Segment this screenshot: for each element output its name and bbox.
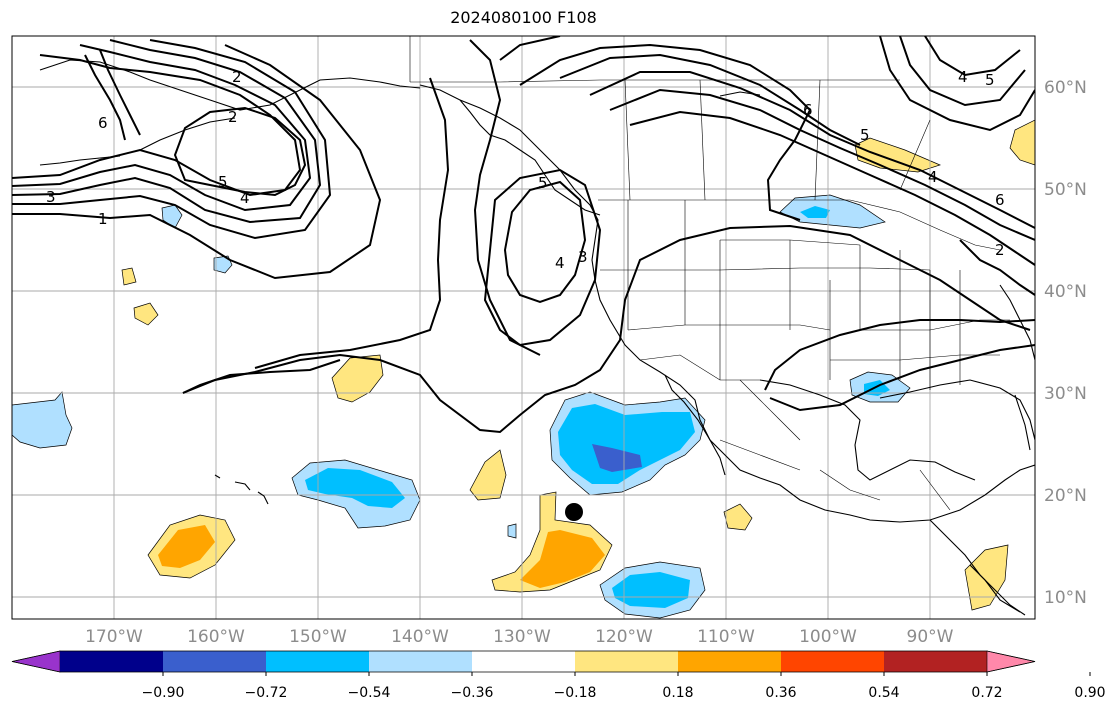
contour-label: 2	[232, 68, 242, 86]
contour-label: 3	[46, 188, 56, 206]
pos-region-mexico	[723, 503, 753, 531]
contour-label: 6	[803, 101, 813, 119]
map-title: 2024080100 F108	[450, 8, 597, 27]
neg-region-west	[12, 391, 73, 449]
lon-label: 90°W	[907, 627, 954, 647]
colorbar-tick-label: 0.54	[868, 685, 899, 701]
neg-region-tiny	[507, 523, 517, 539]
colorbar-segment	[163, 651, 267, 672]
contour-label: 5	[218, 173, 228, 191]
contour-label: 4	[928, 168, 938, 186]
contour-labels: 2 6 3 1 5 4 2 4 5 6 4 5 6 4 3 2 5	[46, 68, 1005, 272]
neg-region-lakes	[779, 194, 886, 229]
lon-label: 120°W	[595, 627, 653, 647]
pos-region-small-1	[121, 267, 137, 286]
colorbar-segment	[678, 651, 782, 672]
colorbar-segment	[575, 651, 679, 672]
colorbar-segment	[266, 651, 370, 672]
lon-label: 110°W	[697, 627, 755, 647]
colorbar-extend-min	[11, 650, 61, 673]
pos-region-small-2	[133, 302, 159, 326]
lon-label: 160°W	[187, 627, 245, 647]
contour-label: 5	[860, 126, 870, 144]
colorbar-tick-label: −0.72	[245, 685, 288, 701]
latitude-labels: 60°N 50°N 40°N 30°N 20°N 10°N	[1044, 78, 1087, 608]
coastlines	[39, 59, 1035, 616]
pos-region-mid	[469, 449, 507, 501]
contour-label: 4	[555, 254, 565, 272]
colorbar-tick-label: −0.18	[554, 685, 597, 701]
contour-label: 4	[240, 189, 250, 207]
height-contours	[12, 36, 1035, 434]
anomaly-shading	[12, 119, 1035, 619]
colorbar-segment	[781, 651, 885, 672]
contour-label: 2	[995, 241, 1005, 259]
lat-label: 60°N	[1044, 78, 1087, 98]
contour-label: 6	[98, 114, 108, 132]
contour-label: 4	[958, 68, 968, 86]
lat-label: 40°N	[1044, 282, 1087, 302]
lon-label: 150°W	[289, 627, 347, 647]
colorbar-extend-max	[986, 650, 1036, 673]
contour-label: 5	[985, 71, 995, 89]
contour-label: 5	[538, 174, 548, 192]
neg-region-small-1	[161, 204, 183, 229]
contour-label: 3	[578, 248, 588, 266]
colorbar-tick-label: 0.18	[662, 685, 693, 701]
lon-label: 170°W	[85, 627, 143, 647]
lat-label: 30°N	[1044, 384, 1087, 404]
colorbar-tick-label: 0.36	[765, 685, 796, 701]
borders	[409, 36, 1010, 511]
colorbar-segment	[60, 651, 164, 672]
contour-label: 1	[98, 210, 108, 228]
contour-label: 2	[228, 108, 238, 126]
lon-label: 100°W	[799, 627, 857, 647]
contour-label: 6	[995, 191, 1005, 209]
pos-region-ne	[1009, 119, 1035, 166]
colorbar: −0.90 −0.72 −0.54 −0.36 −0.18 0.18 0.36 0.54 0.7…	[11, 650, 1105, 701]
colorbar-segment	[369, 651, 473, 672]
lon-label: 140°W	[391, 627, 449, 647]
colorbar-tick-label: −0.54	[348, 685, 391, 701]
map-border	[11, 35, 1036, 620]
colorbar-segment	[472, 651, 576, 672]
colorbar-tick-label: −0.90	[142, 685, 185, 701]
colorbar-segment	[884, 651, 988, 672]
lon-label: 130°W	[493, 627, 551, 647]
lat-label: 20°N	[1044, 486, 1087, 506]
pos-region-central-america	[964, 544, 1009, 611]
lat-label: 50°N	[1044, 180, 1087, 200]
colorbar-tick-label: 0.72	[971, 685, 1002, 701]
location-marker	[565, 503, 583, 521]
colorbar-tick-label: −0.36	[451, 685, 494, 701]
longitude-labels: 170°W 160°W 150°W 140°W 130°W 120°W 110°…	[85, 627, 954, 647]
colorbar-outline	[11, 650, 1036, 673]
colorbar-tick-label: 0.90	[1074, 685, 1105, 701]
lat-label: 10°N	[1044, 588, 1087, 608]
